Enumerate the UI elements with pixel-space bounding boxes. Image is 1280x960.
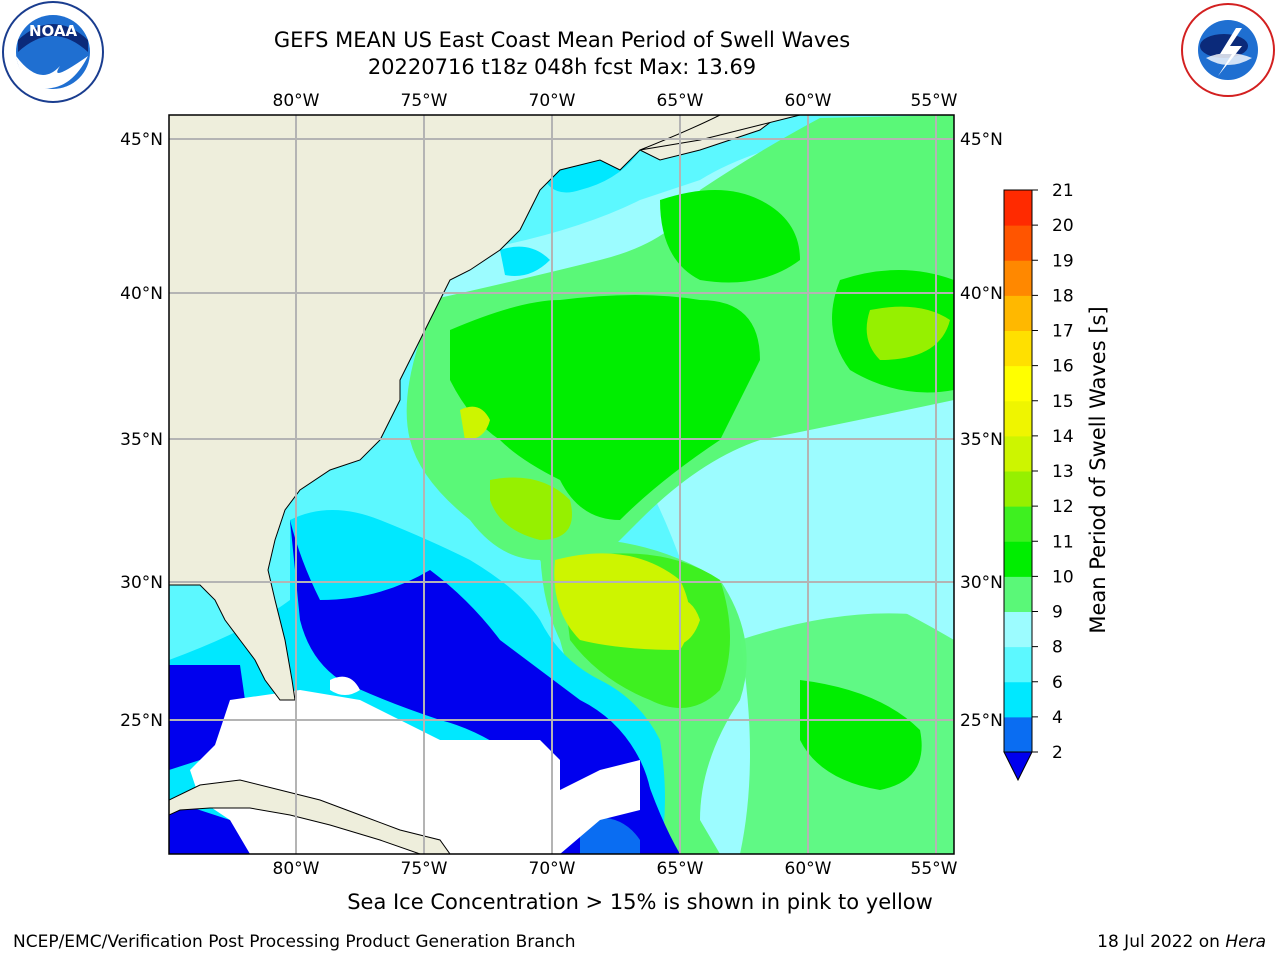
colorbar-segment <box>1004 506 1032 542</box>
credit-text: NCEP/EMC/Verification Post Processing Pr… <box>13 932 576 952</box>
noaa-logo-text: NOAA <box>29 22 78 40</box>
lon-label: 55°W <box>911 91 958 111</box>
lon-label: 65°W <box>657 91 704 111</box>
date-text: 18 Jul 2022 on Hera <box>1097 932 1266 952</box>
lat-label: 35°N <box>120 430 163 450</box>
lat-label: 25°N <box>960 711 1003 731</box>
colorbar-tick-label: 19 <box>1052 251 1074 271</box>
colorbar-segment <box>1004 611 1032 648</box>
map-frame <box>168 114 955 855</box>
colorbar-segment <box>1004 471 1032 507</box>
chart-title: GEFS MEAN US East Coast Mean Period of S… <box>273 28 851 52</box>
colorbar-tick-label: 2 <box>1052 743 1063 763</box>
bright-green-region <box>450 295 760 520</box>
colorbar-tick-label: 8 <box>1052 638 1063 658</box>
lon-labels-bottom: 80°W 75°W 70°W 65°W 60°W 55°W <box>273 859 958 879</box>
map-field <box>169 115 954 854</box>
lon-label: 80°W <box>273 859 320 879</box>
lat-labels-left: 45°N 40°N 35°N 30°N 25°N <box>120 130 163 731</box>
colorbar-tick-label: 21 <box>1052 181 1074 201</box>
colorbar-segment <box>1004 681 1032 718</box>
colorbar: 2 4 6 8 9 10 11 12 13 14 15 16 17 18 19 20 21 <box>1003 181 1074 782</box>
colorbar-tick-label: 13 <box>1052 462 1074 482</box>
colorbar-segment <box>1004 576 1032 612</box>
lon-label: 55°W <box>911 859 958 879</box>
colorbar-tick-label: 20 <box>1052 216 1074 236</box>
colorbar-tick-label: 18 <box>1052 286 1074 306</box>
lat-label: 40°N <box>960 284 1003 304</box>
lon-label: 75°W <box>401 91 448 111</box>
lat-label: 45°N <box>960 130 1003 150</box>
lat-label: 35°N <box>960 430 1003 450</box>
lat-label: 30°N <box>960 573 1003 593</box>
colorbar-tick-label: 6 <box>1052 673 1063 693</box>
sea-ice-note: Sea Ice Concentration > 15% is shown in … <box>347 890 933 914</box>
machine-name: Hera <box>1225 932 1266 952</box>
colorbar-segment <box>1004 260 1032 296</box>
colorbar-tick-label: 4 <box>1052 708 1063 728</box>
lat-label: 45°N <box>120 130 163 150</box>
colorbar-under-arrow <box>1003 751 1033 782</box>
colorbar-tick-label: 11 <box>1052 532 1074 552</box>
colorbar-tick-label: 17 <box>1052 322 1074 342</box>
lat-labels-right: 45°N 40°N 35°N 30°N 25°N <box>960 130 1003 731</box>
nws-logo <box>1181 3 1275 97</box>
colorbar-segment <box>1004 365 1032 402</box>
colorbar-tick-label: 14 <box>1052 427 1074 447</box>
lon-label: 65°W <box>657 859 704 879</box>
colorbar-segment <box>1004 646 1032 683</box>
noaa-logo: NOAA <box>2 1 104 103</box>
cuba-land <box>169 779 451 854</box>
lon-label: 70°W <box>529 91 576 111</box>
colorbar-segment <box>1004 716 1032 753</box>
colorbar-segment <box>1004 295 1032 331</box>
date-label: 18 Jul 2022 on <box>1097 932 1220 952</box>
colorbar-segment <box>1004 225 1032 261</box>
colorbar-label: Mean Period of Swell Waves [s] <box>1086 306 1110 633</box>
colorbar-segment <box>1004 541 1032 577</box>
lon-labels-top: 80°W 75°W 70°W 65°W 60°W 55°W <box>273 91 958 111</box>
lon-label: 75°W <box>401 859 448 879</box>
lat-label: 25°N <box>120 711 163 731</box>
lon-label: 70°W <box>529 859 576 879</box>
colorbar-tick-label: 16 <box>1052 357 1074 377</box>
colorbar-tick-label: 9 <box>1052 603 1063 623</box>
colorbar-segment <box>1004 190 1032 226</box>
colorbar-segment <box>1004 435 1032 472</box>
colorbar-tick-label: 12 <box>1052 497 1074 517</box>
lat-label: 40°N <box>120 284 163 304</box>
colorbar-segment <box>1004 400 1032 437</box>
gridlines <box>169 115 954 854</box>
us-land <box>169 115 781 701</box>
colorbar-tick-label: 10 <box>1052 567 1074 587</box>
lon-label: 60°W <box>785 859 832 879</box>
colorbar-tick-label: 15 <box>1052 392 1074 412</box>
forecast-info: 20220716 t18z 048h fcst Max: 13.69 <box>367 55 757 79</box>
colorbar-segment <box>1004 330 1032 367</box>
lon-label: 80°W <box>273 91 320 111</box>
lat-label: 30°N <box>120 573 163 593</box>
lon-label: 60°W <box>785 91 832 111</box>
